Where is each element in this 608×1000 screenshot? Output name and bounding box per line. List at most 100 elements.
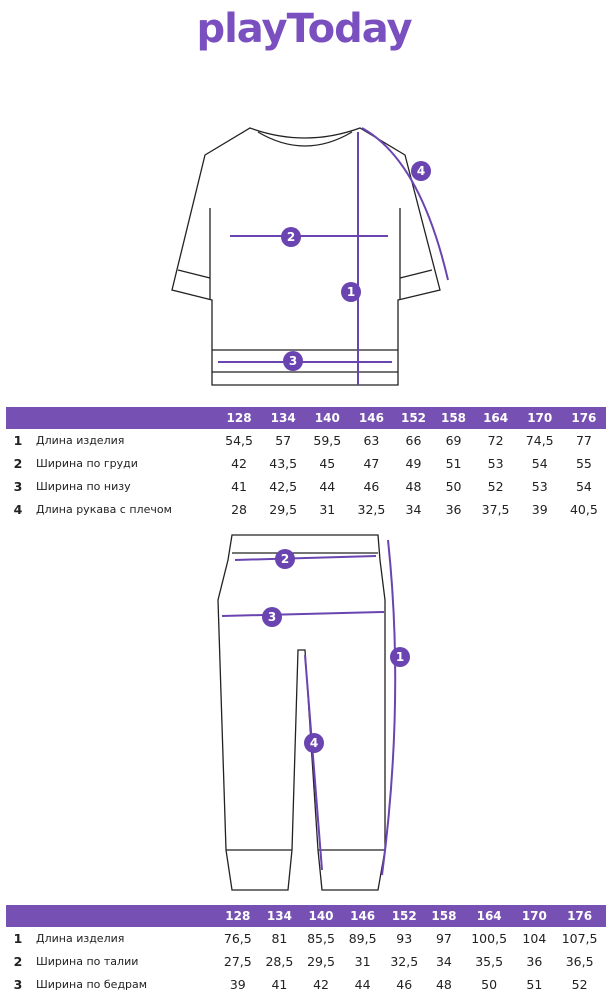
table-cell: 27,5 xyxy=(223,954,252,969)
table-cell: 76,5 xyxy=(223,931,252,946)
table-cell: 28 xyxy=(231,502,248,517)
table-cell: 54 xyxy=(575,479,592,494)
table-cell: 44 xyxy=(354,977,371,992)
table-cell: 53 xyxy=(531,479,548,494)
pants-drawing xyxy=(217,534,386,891)
table-cell: 39 xyxy=(229,977,246,992)
table-cell: 75 xyxy=(515,996,553,1000)
table-cell: 29,5 xyxy=(269,502,298,517)
table-cell: 41 xyxy=(271,977,288,992)
row-number: 2 xyxy=(13,954,23,969)
table-cell: 43,5 xyxy=(269,456,298,471)
row-number: 3 xyxy=(13,479,23,494)
table-row: 4 Длина рукава с плечом 28 29,5 31 32,5 34 36 37… xyxy=(6,498,606,521)
size-header: 140 xyxy=(300,905,342,927)
pants-measure-lines xyxy=(221,539,397,876)
row-label: Ширина по груди xyxy=(36,457,138,470)
table-cell: 63,5 xyxy=(342,996,384,1000)
table-cell: 36 xyxy=(445,502,462,517)
marker-label: 1 xyxy=(396,650,404,664)
row-label: Длина изделия xyxy=(36,434,125,447)
table-cell: 49 xyxy=(405,456,422,471)
marker-label: 3 xyxy=(268,610,276,624)
table-cell: 42,5 xyxy=(269,479,298,494)
table-cell: 53 xyxy=(487,456,504,471)
table-cell: 57 xyxy=(275,433,292,448)
size-header: 176 xyxy=(553,905,606,927)
size-header: 134 xyxy=(261,407,306,429)
table-cell: 37,5 xyxy=(481,502,510,517)
marker-label: 1 xyxy=(347,285,355,299)
size-header: 170 xyxy=(515,905,554,927)
table-cell: 42 xyxy=(313,977,329,992)
row-number: 4 xyxy=(13,502,23,517)
size-header: 152 xyxy=(383,905,426,927)
brand-logo: playToday xyxy=(196,6,412,52)
row-label: Ширина по талии xyxy=(36,955,139,968)
table-cell: 51 xyxy=(445,456,462,471)
table-cell: 36,5 xyxy=(565,954,594,969)
marker-1-icon xyxy=(390,647,410,667)
table-cell: 47 xyxy=(363,456,380,471)
marker-label: 4 xyxy=(310,736,318,750)
pants-size-table: 128 134 140 146 152 158 164 170 176 1 Длина издели… xyxy=(6,905,606,1000)
table-cell: 53,5 xyxy=(217,996,259,1000)
marker-3-icon xyxy=(283,351,303,371)
row-label: Длина рукава с плечом xyxy=(36,503,172,516)
table-row: 1 Длина изделия 76,5 81 85,5 89,5 93 97 100,5 104… xyxy=(6,927,606,950)
table-cell: 81 xyxy=(271,931,288,946)
size-header: 146 xyxy=(349,407,394,429)
row-number: 4 xyxy=(6,996,30,1000)
table-cell: 51 xyxy=(526,977,543,992)
table-cell: 46 xyxy=(363,479,380,494)
table-cell: 54 xyxy=(531,456,548,471)
shirt-size-table: 128 134 140 146 152 158 164 170 176 1 Длина издели… xyxy=(6,407,606,521)
row-number: 1 xyxy=(13,931,23,946)
marker-4-icon xyxy=(411,161,431,181)
table-cell: 50 xyxy=(445,479,462,494)
table-cell: 66 xyxy=(405,433,422,448)
size-header: 170 xyxy=(517,407,562,429)
table-cell: 52 xyxy=(487,479,504,494)
table-cell: 63 xyxy=(363,433,380,448)
table-cell: 28,5 xyxy=(265,954,294,969)
table-row: 3 Ширина по бедрам 39 41 42 44 46 48 50 51 52 xyxy=(6,973,606,996)
table-cell: 48 xyxy=(405,479,422,494)
table-cell: 72 xyxy=(487,433,504,448)
table-cell: 52 xyxy=(571,977,588,992)
table-row: 3 Ширина по низу 41 42,5 44 46 48 50 52 53 54 xyxy=(6,475,606,498)
marker-1-icon xyxy=(341,282,361,302)
row-number: 2 xyxy=(13,456,23,471)
table-cell: 74,5 xyxy=(525,433,554,448)
table-cell: 41 xyxy=(231,479,248,494)
table-cell: 39 xyxy=(531,502,548,517)
table-cell: 31 xyxy=(319,502,336,517)
size-header: 164 xyxy=(473,407,518,429)
table-cell: 36 xyxy=(526,954,543,969)
table-cell: 32,5 xyxy=(357,502,386,517)
table-cell: 46 xyxy=(396,977,413,992)
size-header: 146 xyxy=(341,905,384,927)
size-header: 128 xyxy=(217,407,262,429)
table-cell: 66,5 xyxy=(383,996,425,1000)
marker-3-icon xyxy=(262,607,282,627)
table-cell: 40,5 xyxy=(569,502,598,517)
table-cell: 93 xyxy=(396,931,413,946)
table-cell: 97 xyxy=(435,931,452,946)
table-cell: 42 xyxy=(231,456,248,471)
table-cell: 77,5 xyxy=(553,996,606,1000)
row-label: Длина по внутр. шву брюк xyxy=(30,996,217,1000)
table-cell: 89,5 xyxy=(348,931,377,946)
table-cell: 100,5 xyxy=(471,931,508,946)
table-cell: 59,5 xyxy=(313,433,342,448)
tshirt-measure-lines xyxy=(218,127,449,385)
size-header: 128 xyxy=(217,905,259,927)
table-cell: 55 xyxy=(575,456,592,471)
marker-label: 2 xyxy=(287,230,295,244)
marker-badges xyxy=(262,161,431,753)
size-header: 164 xyxy=(462,905,516,927)
table-cell: 72 xyxy=(463,996,516,1000)
size-header: 140 xyxy=(305,407,350,429)
